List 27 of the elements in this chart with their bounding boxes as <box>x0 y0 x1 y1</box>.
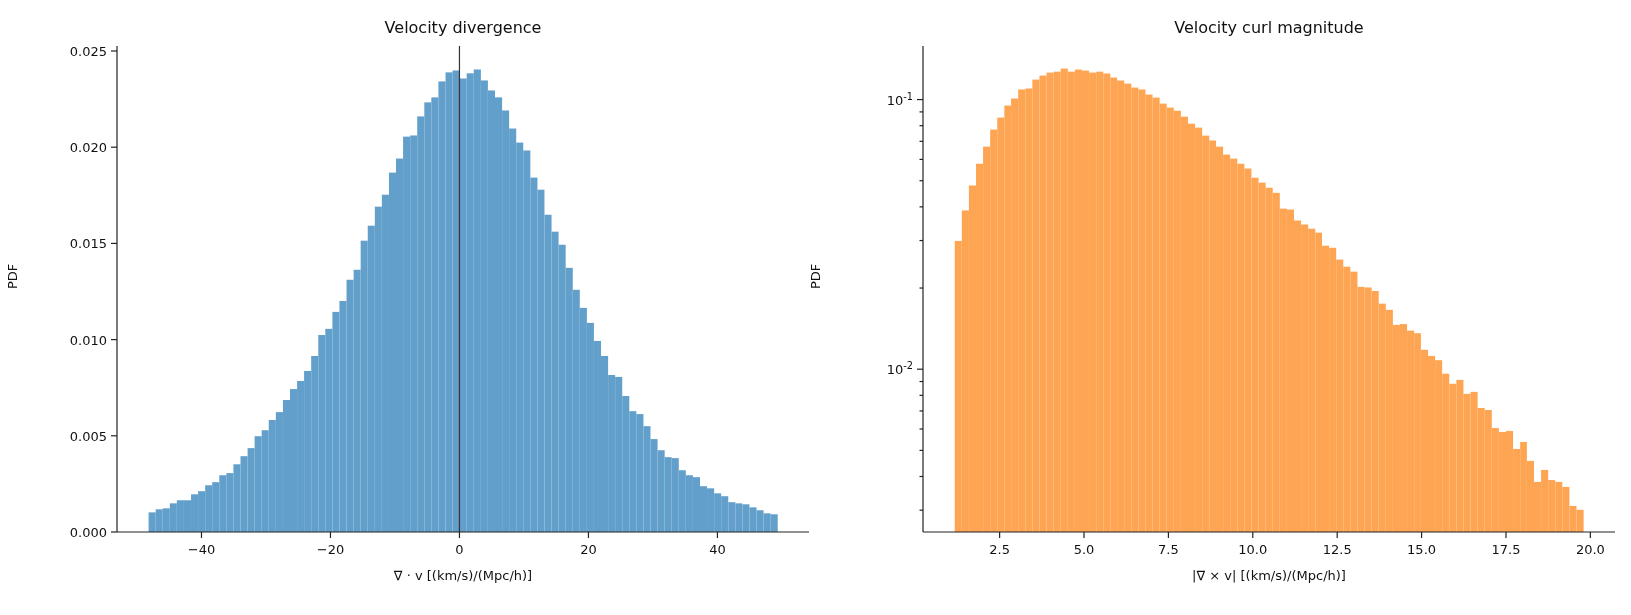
x-tick-label: 20.0 <box>1575 542 1605 557</box>
x-tick-label: 17.5 <box>1491 542 1521 557</box>
x-tick-label: 2.5 <box>989 542 1010 557</box>
y-tick-label: 10$^{-2}$ <box>886 359 913 378</box>
x-tick-label: 10.0 <box>1238 542 1268 557</box>
y-tick-label: 10$^{-1}$ <box>886 90 913 108</box>
y-axis-title: PDF <box>807 263 823 289</box>
x-tick-label: 0 <box>455 542 464 557</box>
y-axis-title: PDF <box>4 263 20 289</box>
x-tick-label: 7.5 <box>1158 542 1179 557</box>
x-tick-label: 12.5 <box>1322 542 1352 557</box>
chart-title: Velocity divergence <box>383 18 543 37</box>
y-tick-label: 0.015 <box>69 236 107 252</box>
y-tick-label: 0.020 <box>69 140 107 156</box>
x-tick-label: 15.0 <box>1407 542 1437 557</box>
y-tick-label: 0.025 <box>69 44 107 59</box>
x-axis-title: |∇ × v| [(km/s)/(Mpc/h)] <box>1192 568 1346 583</box>
x-tick-label: −20 <box>316 542 345 557</box>
x-tick-label: 40 <box>709 542 726 557</box>
y-tick-label: 0.005 <box>69 428 107 444</box>
y-tick-label: 0.000 <box>69 525 107 540</box>
x-tick-label: 20 <box>580 542 597 557</box>
x-axis-title: ∇ · v [(km/s)/(Mpc/h)] <box>392 568 533 583</box>
x-tick-label: −40 <box>187 542 216 557</box>
x-tick-label: 5.0 <box>1073 542 1095 557</box>
y-tick-label: 0.010 <box>69 332 107 348</box>
chart-title: Velocity curl magnitude <box>1173 18 1365 37</box>
